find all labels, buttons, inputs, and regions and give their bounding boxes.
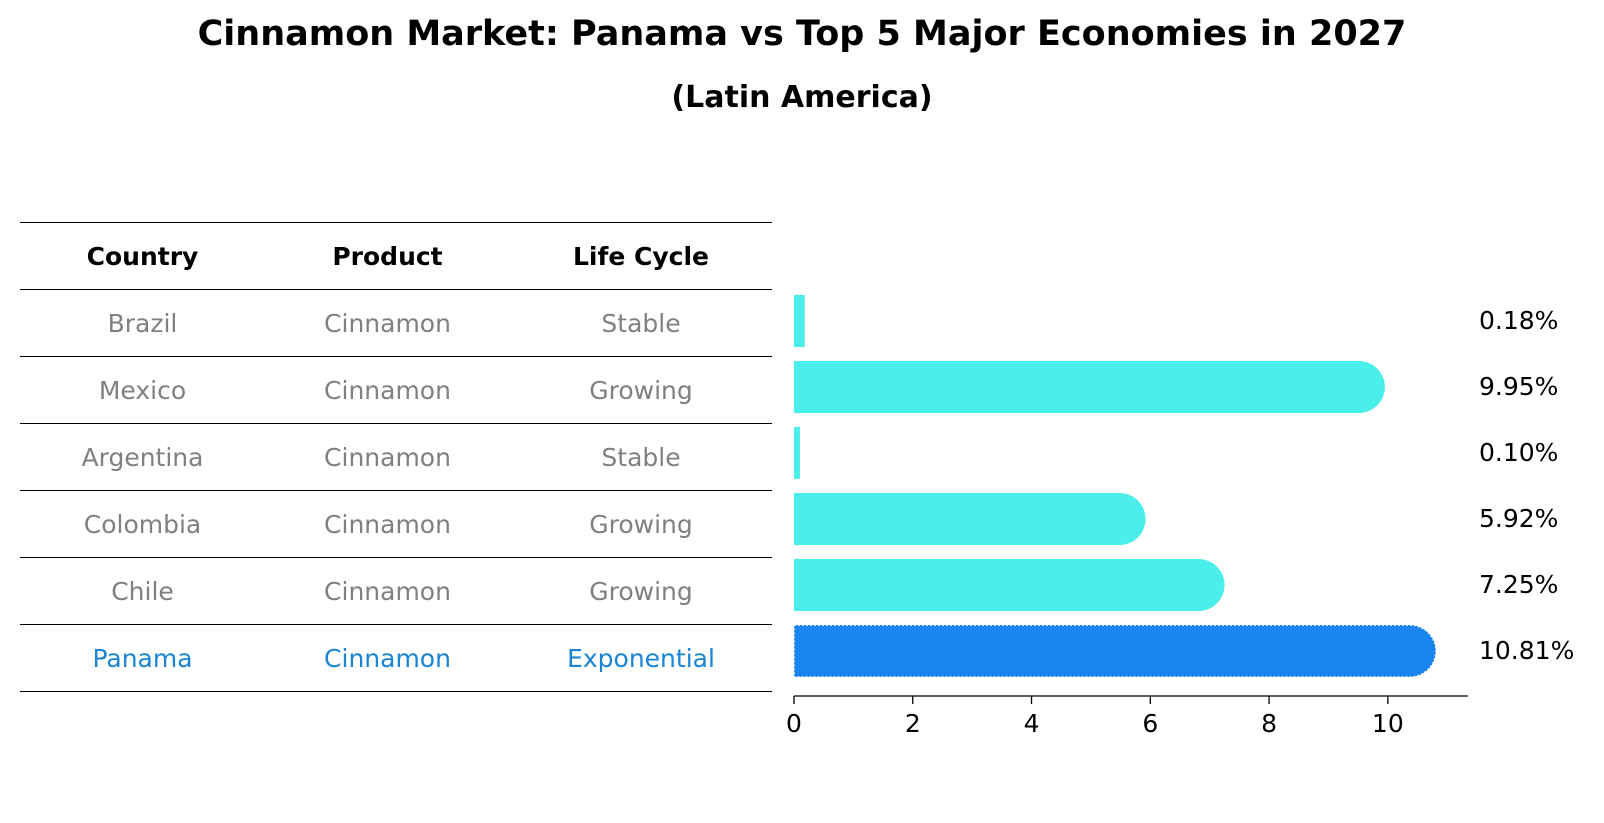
header-product: Product xyxy=(265,222,510,290)
value-label-chile: 7.25% xyxy=(1479,570,1558,599)
x-tick-label: 6 xyxy=(1142,709,1158,738)
header-country: Country xyxy=(20,222,265,290)
cell-life-cycle: Growing xyxy=(510,557,772,625)
cell-life-cycle: Exponential xyxy=(510,624,772,692)
table-row: Argentina Cinnamon Stable xyxy=(20,423,772,491)
cell-product: Cinnamon xyxy=(265,423,510,491)
cell-product: Cinnamon xyxy=(265,557,510,625)
cell-life-cycle: Growing xyxy=(510,490,772,558)
cell-product: Cinnamon xyxy=(265,624,510,692)
comparison-table: Country Product Life Cycle Brazil Cinnam… xyxy=(20,222,772,692)
cell-product: Cinnamon xyxy=(265,356,510,424)
x-tick-label: 4 xyxy=(1024,709,1040,738)
cell-life-cycle: Stable xyxy=(510,289,772,357)
bar-chile xyxy=(794,559,1225,611)
value-label-argentina: 0.10% xyxy=(1479,438,1558,467)
header-life-cycle: Life Cycle xyxy=(510,222,772,290)
x-tick-label: 10 xyxy=(1372,709,1404,738)
cell-country: Chile xyxy=(20,557,265,625)
table-row: Mexico Cinnamon Growing xyxy=(20,356,772,424)
table-row: Colombia Cinnamon Growing xyxy=(20,490,772,558)
chart-title: Cinnamon Market: Panama vs Top 5 Major E… xyxy=(197,14,1407,54)
value-label-brazil: 0.18% xyxy=(1479,306,1558,335)
bar-brazil xyxy=(794,295,805,347)
cell-country: Mexico xyxy=(20,356,265,424)
bar-mexico xyxy=(794,361,1385,413)
cell-product: Cinnamon xyxy=(265,490,510,558)
bar-colombia xyxy=(794,493,1146,545)
x-tick-label: 0 xyxy=(786,709,802,738)
cell-life-cycle: Growing xyxy=(510,356,772,424)
table-header-row: Country Product Life Cycle xyxy=(20,222,772,290)
x-tick-label: 2 xyxy=(905,709,921,738)
cell-country: Colombia xyxy=(20,490,265,558)
value-label-panama: 10.81% xyxy=(1479,636,1574,665)
cell-product: Cinnamon xyxy=(265,289,510,357)
cell-country: Argentina xyxy=(20,423,265,491)
bar-argentina xyxy=(794,427,800,479)
table-row: Chile Cinnamon Growing xyxy=(20,557,772,625)
table-row-highlight: Panama Cinnamon Exponential xyxy=(20,624,772,692)
cell-life-cycle: Stable xyxy=(510,423,772,491)
chart-subtitle: (Latin America) xyxy=(671,80,933,115)
table-row: Brazil Cinnamon Stable xyxy=(20,289,772,357)
bar-panama xyxy=(793,624,1437,678)
cell-country: Brazil xyxy=(20,289,265,357)
cell-country: Panama xyxy=(20,624,265,692)
x-tick-label: 8 xyxy=(1261,709,1277,738)
value-label-mexico: 9.95% xyxy=(1479,372,1558,401)
value-label-colombia: 5.92% xyxy=(1479,504,1558,533)
